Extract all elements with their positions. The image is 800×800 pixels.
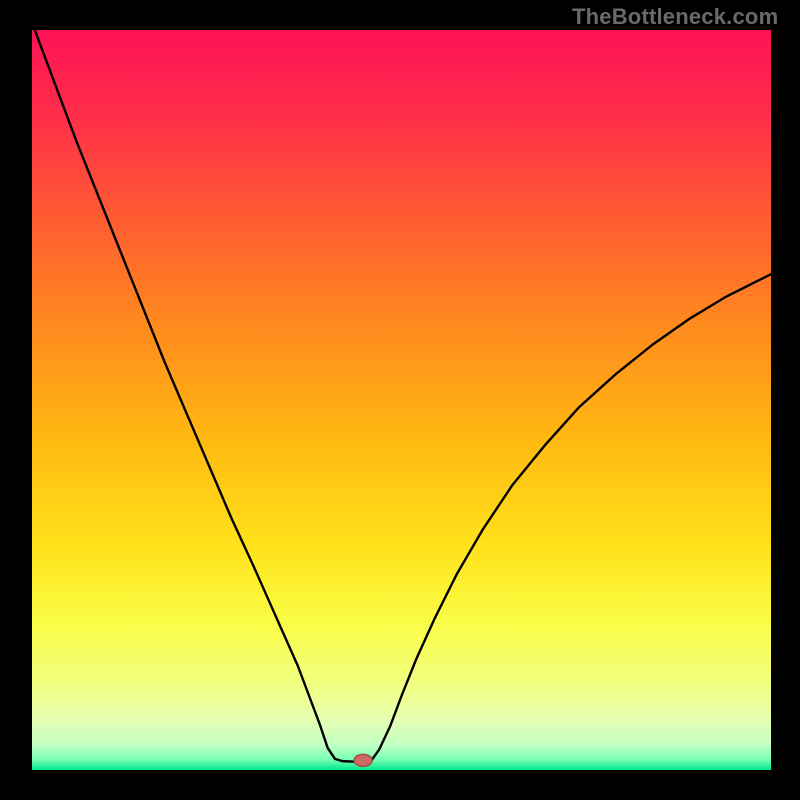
watermark-text: TheBottleneck.com — [572, 4, 778, 30]
plot-area — [32, 30, 771, 770]
chart-svg — [32, 30, 771, 770]
minimum-marker — [354, 754, 372, 766]
gradient-background — [32, 30, 771, 770]
figure-root: TheBottleneck.com — [0, 0, 800, 800]
